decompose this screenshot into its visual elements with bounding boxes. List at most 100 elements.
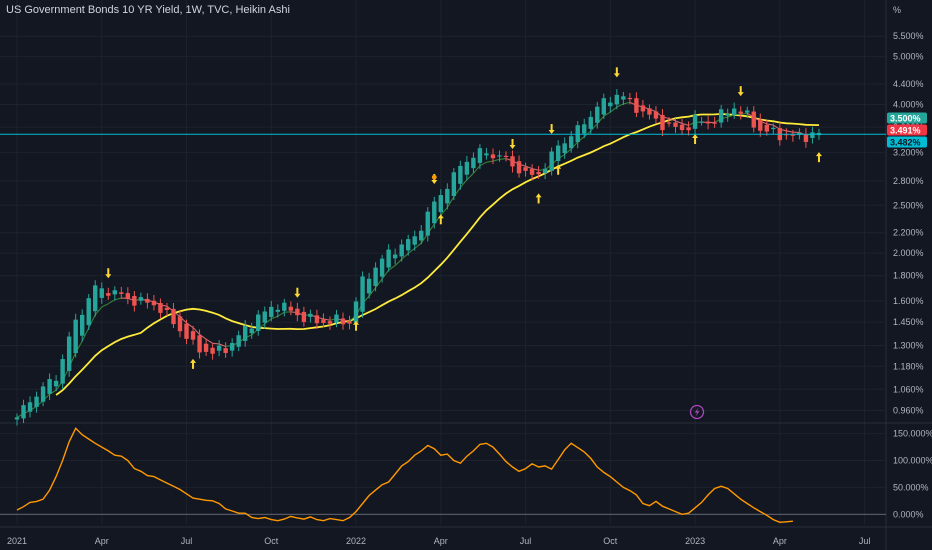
- price-tick-label: 1.300%: [893, 341, 924, 351]
- price-tick-label: 0.960%: [893, 406, 924, 416]
- candle-122: [810, 126, 815, 144]
- candle-29: [203, 338, 209, 357]
- candle-116: [771, 123, 776, 135]
- fast-ma-seg-67: [446, 196, 455, 208]
- candle-30: [210, 343, 215, 360]
- candle-115: [764, 119, 769, 136]
- oscillator-tick-label: 150.000%: [893, 429, 932, 439]
- fast-ma-seg-103: [681, 122, 689, 126]
- candle-94: [627, 92, 633, 105]
- fast-ma-seg-40: [271, 315, 279, 320]
- candle-93: [621, 91, 626, 106]
- candle-51: [347, 315, 352, 330]
- candle-59: [399, 239, 404, 262]
- signal-arrow-down-10: [613, 67, 620, 78]
- price-badges: 3.500% 3.491% 3.482%: [887, 112, 927, 148]
- fast-ma-seg-28: [192, 327, 200, 335]
- candle-40: [275, 304, 280, 318]
- candle-113: [751, 106, 756, 133]
- signal-arrow-up-11: [692, 134, 699, 145]
- chart-title: US Government Bonds 10 YR Yield, 1W, TVC…: [6, 4, 290, 16]
- fast-ma-seg-72: [479, 161, 487, 167]
- fast-ma-seg-12: [88, 314, 96, 329]
- candle-23: [164, 303, 170, 316]
- time-tick-label: 2021: [7, 536, 27, 546]
- fast-ma-seg-41: [277, 311, 285, 317]
- candle-7: [60, 354, 65, 390]
- candle-17: [125, 287, 131, 305]
- candle-69: [464, 155, 470, 181]
- candle-14: [106, 287, 111, 300]
- signal-arrow-down-0: [105, 268, 112, 279]
- candle-84: [562, 137, 567, 159]
- fast-ma-seg-11: [81, 327, 90, 342]
- candle-90: [601, 93, 606, 119]
- price-tick-label: 1.450%: [893, 317, 924, 327]
- candle-48: [327, 316, 333, 330]
- fast-ma-seg-71: [472, 165, 481, 174]
- candle-83: [555, 140, 561, 167]
- fast-ma-seg-15: [107, 299, 116, 305]
- fast-ma-seg-91: [603, 111, 611, 117]
- candle-104: [692, 110, 698, 135]
- fast-ma-seg-13: [94, 306, 103, 316]
- fast-ma-seg-80: [531, 168, 539, 171]
- price-tick-label: 1.060%: [893, 384, 924, 394]
- signal-arrow-down-2: [294, 287, 301, 298]
- candle-110: [732, 102, 737, 119]
- fast-ma-seg-74: [492, 158, 500, 162]
- candle-54: [366, 272, 372, 299]
- fast-ma-seg-58: [388, 265, 396, 271]
- price-tick-label: 1.180%: [893, 361, 924, 371]
- candle-0: [14, 413, 20, 426]
- candle-2: [27, 396, 33, 418]
- candles: [14, 89, 822, 426]
- candle-49: [334, 309, 339, 328]
- price-badge-label: 3.491%: [890, 126, 921, 136]
- lightning-icon[interactable]: [689, 404, 705, 420]
- candle-47: [321, 313, 326, 328]
- candle-9: [73, 313, 78, 358]
- fast-ma-seg-89: [590, 123, 598, 132]
- fast-ma-seg-14: [101, 303, 109, 308]
- candle-92: [614, 89, 620, 110]
- candle-27: [190, 325, 196, 345]
- candle-95: [634, 92, 639, 118]
- candle-79: [529, 164, 535, 181]
- oscillator-tick-label: 100.000%: [893, 456, 932, 466]
- fast-ma-seg-56: [375, 278, 383, 288]
- signal-arrow-down-8: [548, 124, 555, 135]
- time-axis[interactable]: 2021AprJulOct2022AprJulOct2023AprJulOct2…: [7, 536, 932, 546]
- fast-ma-seg-110: [727, 114, 735, 118]
- signal-arrow-up-13: [815, 152, 822, 163]
- candle-8: [66, 331, 72, 377]
- candle-6: [53, 375, 59, 392]
- oscillator-axis[interactable]: 150.000% 100.000% 50.000% 0.000%: [893, 429, 932, 520]
- oscillator-tick-label: 0.000%: [893, 509, 924, 519]
- candle-64: [432, 196, 437, 229]
- fast-ma-seg-31: [212, 342, 220, 345]
- signal-arrow-up-1: [190, 358, 197, 369]
- price-badge-1: 3.491%: [887, 124, 927, 136]
- candle-44: [301, 306, 307, 327]
- candle-13: [99, 282, 104, 304]
- price-axis[interactable]: 5.500%5.000%4.400%4.000%3.600%3.200%2.80…: [893, 31, 924, 415]
- fast-ma-seg-61: [407, 247, 416, 254]
- candle-66: [445, 183, 450, 210]
- candle-20: [145, 293, 150, 309]
- candle-32: [223, 342, 228, 358]
- fast-ma-seg-32: [218, 343, 226, 347]
- candle-98: [653, 106, 659, 124]
- price-badge-2: 3.482%: [887, 136, 927, 148]
- price-tick-label: 1.800%: [893, 271, 924, 281]
- candle-107: [712, 116, 717, 128]
- candle-53: [360, 271, 365, 318]
- fast-ma-seg-112: [740, 112, 748, 115]
- candle-74: [497, 150, 502, 162]
- moving-averages: [16, 101, 820, 418]
- fast-ma-seg-59: [394, 258, 403, 266]
- signal-arrow-up-9: [555, 164, 562, 175]
- time-tick-label: Oct: [603, 536, 618, 546]
- signal-arrow-up-5: [437, 214, 444, 225]
